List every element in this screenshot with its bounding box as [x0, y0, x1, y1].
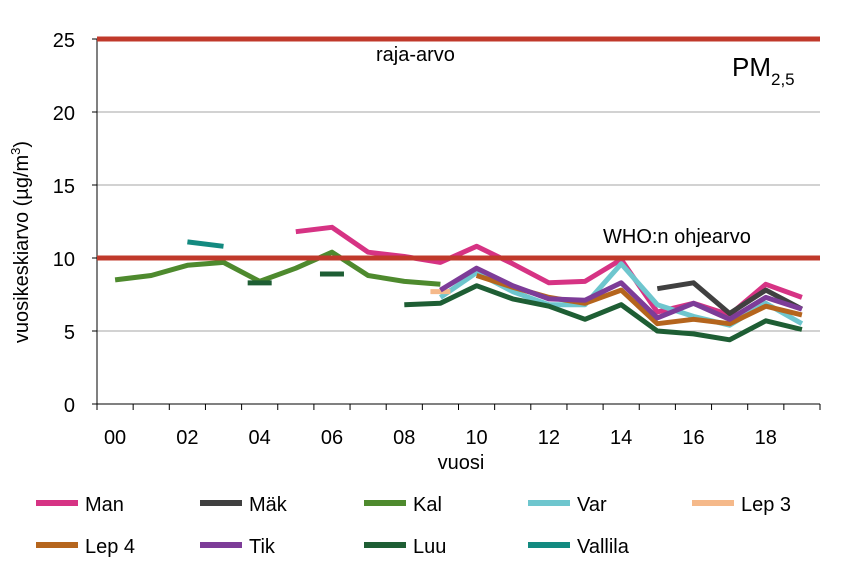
legend-label-man: Man: [85, 494, 124, 516]
x-tick-label-14: 14: [610, 427, 632, 449]
x-tick-label-00: 00: [104, 427, 126, 449]
x-tick-labels: 00 02 04 06 08 10 12 14 16 18: [104, 427, 777, 449]
legend-label-tik: Tik: [249, 536, 276, 558]
chart-title: PM2,5: [732, 52, 795, 89]
series-tik-line: [439, 265, 803, 322]
series-luu-line: [404, 283, 803, 343]
legend-label-lep-4: Lep 4: [85, 536, 135, 558]
y-tick-label-20: 20: [53, 103, 75, 125]
legend-label-luu: Luu: [413, 536, 446, 558]
chart-title-main: PM: [732, 52, 771, 82]
x-tick-label-10: 10: [465, 427, 487, 449]
y-tick-labels: 0 5 10 15 20 25: [53, 30, 75, 417]
who-guideline-label: WHO:n ohjearvo: [603, 226, 751, 248]
reference-lines: [97, 36, 820, 261]
x-tick-label-08: 08: [393, 427, 415, 449]
legend-label-vallila: Vallila: [577, 536, 630, 558]
x-tick-label-04: 04: [249, 427, 271, 449]
y-tick-label-15: 15: [53, 176, 75, 198]
x-tick-label-16: 16: [682, 427, 704, 449]
data-series: [114, 224, 804, 343]
legend-label-var: Var: [577, 494, 607, 516]
legend-label-kal: Kal: [413, 494, 442, 516]
x-tick-label-06: 06: [321, 427, 343, 449]
limit-value-label: raja-arvo: [376, 44, 455, 66]
axes: [92, 38, 821, 410]
series-m-k-line: [656, 280, 804, 316]
y-axis-label-end: ): [11, 141, 33, 148]
y-axis-label-main: vuosikeskiarvo (µg/m: [11, 155, 33, 343]
legend-label-lep-3: Lep 3: [741, 494, 791, 516]
x-axis-label: vuosi: [438, 452, 485, 474]
y-axis-label-superscript: 3: [8, 148, 23, 155]
y-tick-label-25: 25: [53, 30, 75, 52]
y-tick-label-10: 10: [53, 249, 75, 271]
x-tick-label-12: 12: [538, 427, 560, 449]
series-vallila-line: [187, 239, 224, 249]
legend: Man Mäk Kal Var Lep 3 Lep 4 Tik Luu Vallila: [36, 494, 791, 558]
chart-title-subscript: 2,5: [771, 70, 795, 89]
series-man-line: [295, 224, 803, 318]
y-tick-label-0: 0: [64, 395, 75, 417]
x-tick-label-02: 02: [176, 427, 198, 449]
legend-label-m-k: Mäk: [249, 494, 288, 516]
y-tick-label-5: 5: [64, 322, 75, 344]
series-kal-line: [114, 249, 441, 287]
y-axis-label: vuosikeskiarvo (µg/m3): [8, 141, 33, 343]
x-tick-label-18: 18: [755, 427, 777, 449]
